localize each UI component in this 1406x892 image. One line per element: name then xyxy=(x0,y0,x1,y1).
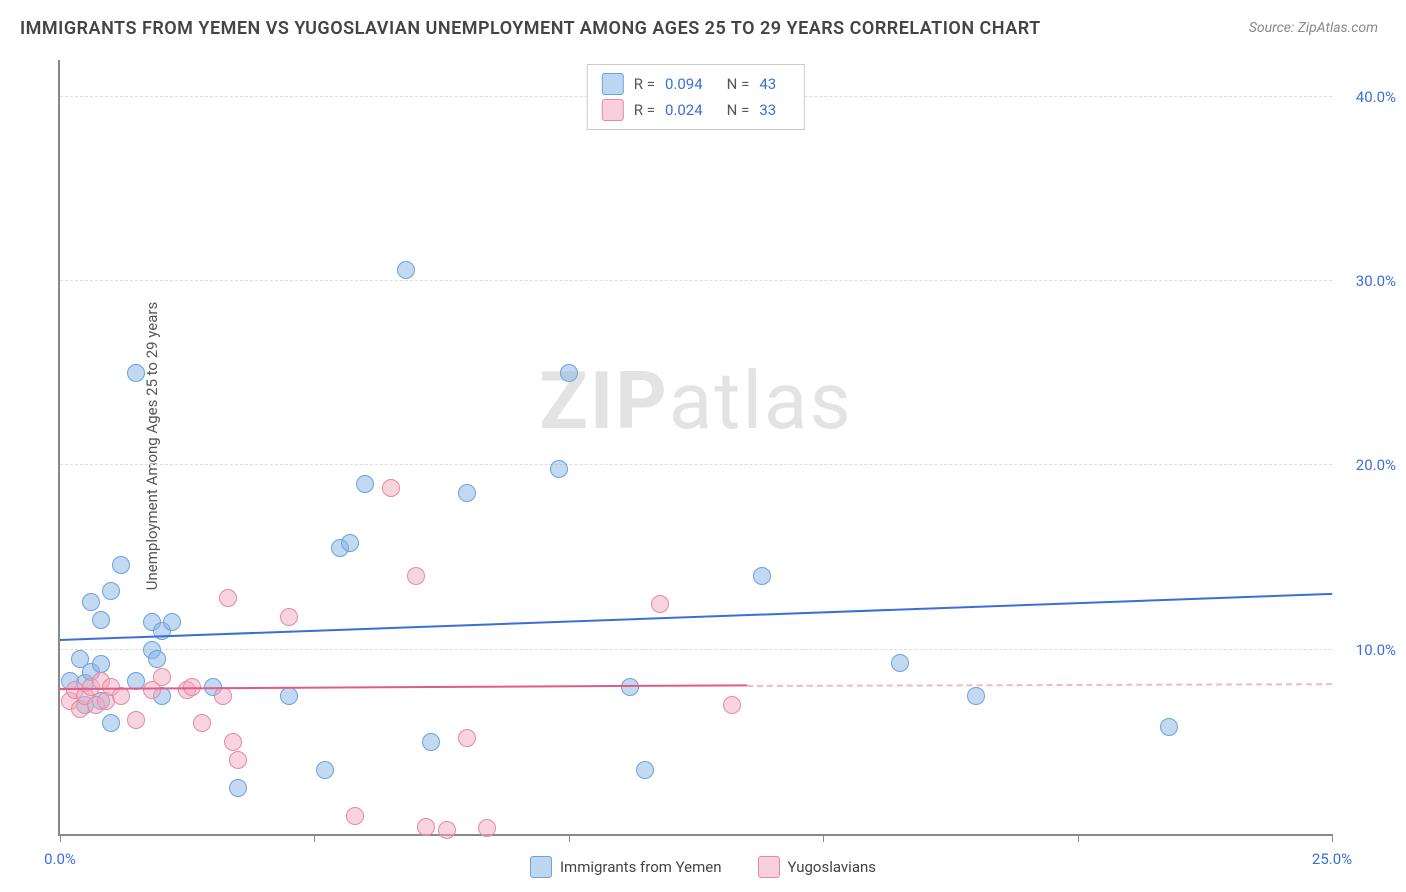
chart-title: IMMIGRANTS FROM YEMEN VS YUGOSLAVIAN UNE… xyxy=(20,18,1041,39)
n-value-yemen: 43 xyxy=(759,75,776,93)
data-point xyxy=(891,654,909,672)
watermark-rest: atlas xyxy=(669,354,853,448)
swatch-blue-icon xyxy=(530,856,552,878)
data-point xyxy=(102,714,120,732)
swatch-blue-icon xyxy=(602,73,624,95)
x-tick-label: 25.0% xyxy=(1312,850,1352,868)
y-tick-label: 20.0% xyxy=(1356,456,1396,474)
data-point xyxy=(102,582,120,600)
r-label: R = xyxy=(634,75,655,93)
data-point xyxy=(407,567,425,585)
x-tick xyxy=(314,834,315,842)
x-tick xyxy=(60,834,61,842)
grid-line xyxy=(60,649,1332,650)
legend-label: Yugoslavians xyxy=(788,858,877,876)
data-point xyxy=(967,687,985,705)
data-point xyxy=(397,261,415,279)
data-point xyxy=(92,655,110,673)
r-label: R = xyxy=(634,101,655,119)
data-point xyxy=(438,821,456,839)
watermark: ZIPatlas xyxy=(539,354,852,448)
watermark-bold: ZIP xyxy=(539,354,669,448)
data-point xyxy=(723,696,741,714)
x-tick-label: 0.0% xyxy=(44,850,76,868)
data-point xyxy=(280,608,298,626)
data-point xyxy=(550,460,568,478)
data-point xyxy=(458,729,476,747)
grid-line xyxy=(60,464,1332,465)
y-tick-label: 40.0% xyxy=(1356,88,1396,106)
data-point xyxy=(417,818,435,836)
swatch-pink-icon xyxy=(758,856,780,878)
data-point xyxy=(127,364,145,382)
data-point xyxy=(356,475,374,493)
x-tick xyxy=(1332,834,1333,842)
data-point xyxy=(153,668,171,686)
r-value-yemen: 0.094 xyxy=(665,75,703,93)
x-tick xyxy=(569,834,570,842)
x-tick xyxy=(1078,834,1079,842)
data-point xyxy=(163,613,181,631)
trend-line-yugoslavian-dashed xyxy=(747,683,1332,687)
data-point xyxy=(382,479,400,497)
data-point xyxy=(316,761,334,779)
data-point xyxy=(112,556,130,574)
data-point xyxy=(280,687,298,705)
series-legend: Immigrants from Yemen Yugoslavians xyxy=(530,856,876,878)
data-point xyxy=(560,364,578,382)
data-point xyxy=(478,819,496,837)
legend-label: Immigrants from Yemen xyxy=(560,858,722,876)
data-point xyxy=(92,611,110,629)
plot-area: ZIPatlas R = 0.094 N = 43 R = 0.024 N = … xyxy=(58,60,1332,836)
data-point xyxy=(127,711,145,729)
source-name: ZipAtlas.com xyxy=(1298,20,1378,36)
x-tick xyxy=(823,834,824,842)
data-point xyxy=(229,779,247,797)
data-point xyxy=(636,761,654,779)
legend-item-yemen: Immigrants from Yemen xyxy=(530,856,722,878)
swatch-pink-icon xyxy=(602,99,624,121)
n-label: N = xyxy=(727,101,750,119)
data-point xyxy=(753,567,771,585)
data-point xyxy=(422,733,440,751)
data-point xyxy=(341,534,359,552)
correlation-legend: R = 0.094 N = 43 R = 0.024 N = 33 xyxy=(587,64,805,130)
n-label: N = xyxy=(727,75,750,93)
data-point xyxy=(224,733,242,751)
legend-row-yugoslavian: R = 0.024 N = 33 xyxy=(602,97,790,123)
n-value-yugoslavian: 33 xyxy=(759,101,776,119)
y-tick-label: 30.0% xyxy=(1356,272,1396,290)
data-point xyxy=(193,714,211,732)
legend-item-yugoslavian: Yugoslavians xyxy=(758,856,877,878)
data-point xyxy=(82,593,100,611)
data-point xyxy=(1160,718,1178,736)
data-point xyxy=(458,484,476,502)
data-point xyxy=(214,687,232,705)
grid-line xyxy=(60,280,1332,281)
data-point xyxy=(346,807,364,825)
legend-row-yemen: R = 0.094 N = 43 xyxy=(602,71,790,97)
source-prefix: Source: xyxy=(1249,20,1298,36)
trend-line-yemen xyxy=(60,592,1332,640)
y-tick-label: 10.0% xyxy=(1356,641,1396,659)
data-point xyxy=(148,650,166,668)
data-point xyxy=(651,595,669,613)
data-point xyxy=(229,751,247,769)
source-attribution: Source: ZipAtlas.com xyxy=(1249,20,1378,36)
r-value-yugoslavian: 0.024 xyxy=(665,101,703,119)
data-point xyxy=(219,589,237,607)
